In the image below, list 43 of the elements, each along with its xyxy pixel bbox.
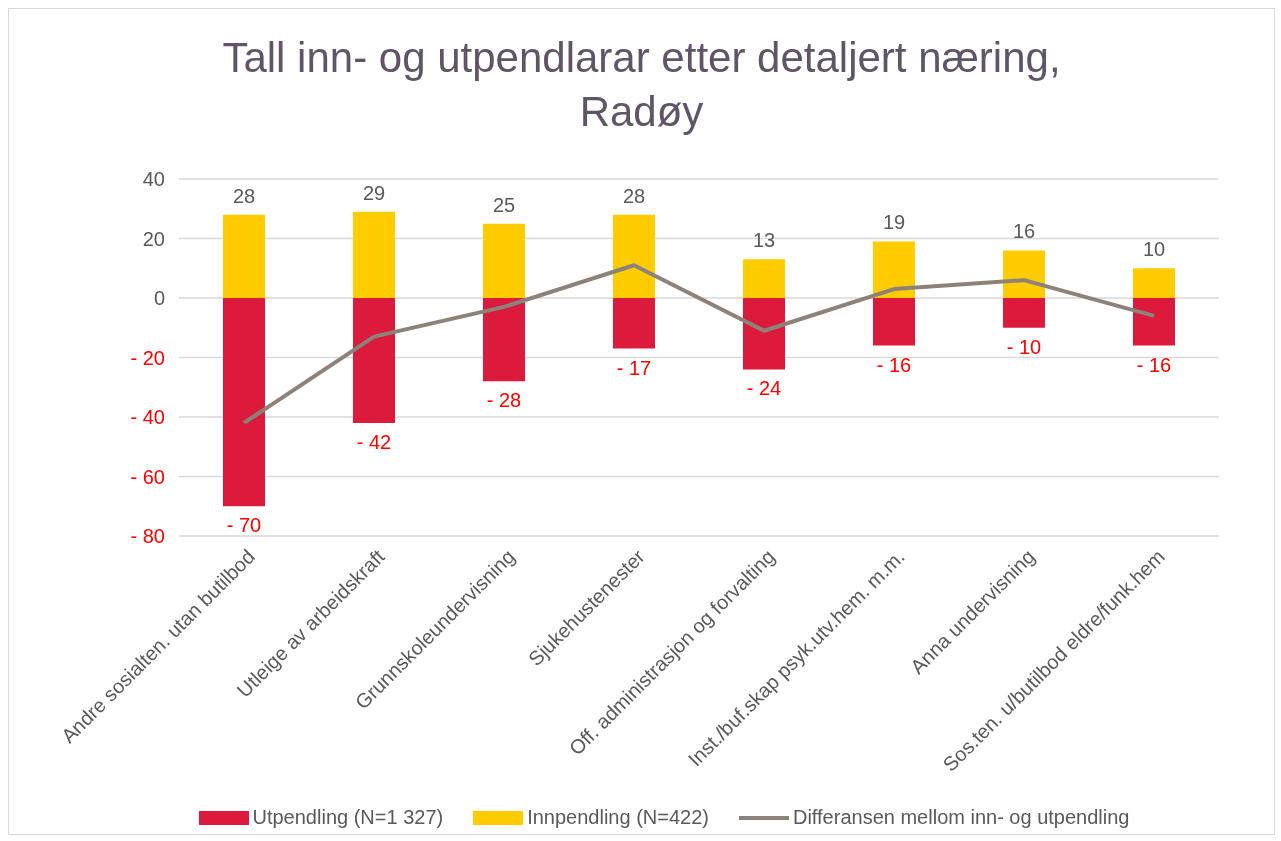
bar (1133, 298, 1175, 346)
bar (743, 259, 785, 298)
y-tick-label: 20 (142, 227, 165, 250)
data-label: - 24 (746, 377, 782, 400)
y-tick-label: - 60 (130, 465, 165, 488)
legend-label: Utpendling (N=1 327) (251, 806, 444, 829)
data-label: - 70 (226, 514, 262, 537)
data-label: - 16 (1136, 353, 1172, 376)
data-label: - 10 (1006, 335, 1042, 358)
bar (223, 298, 265, 507)
legend-label: Differansen mellom inn- og utpendling (792, 806, 1130, 829)
legend-label: Innpendling (N=422) (526, 806, 709, 829)
bar (1133, 268, 1175, 298)
data-label: 28 (622, 184, 646, 207)
bar (873, 298, 915, 346)
bar (743, 298, 785, 370)
data-label: 19 (882, 211, 906, 234)
bar (353, 211, 395, 298)
data-label: 10 (1142, 238, 1166, 261)
bar (873, 241, 915, 298)
y-tick-label: 0 (153, 287, 165, 309)
data-label: 16 (1012, 220, 1036, 243)
data-label: - 28 (486, 389, 522, 412)
bar (613, 214, 655, 298)
data-label: - 42 (356, 430, 392, 453)
y-tick-label: - 80 (130, 525, 165, 547)
data-label: - 16 (876, 353, 912, 376)
bar (483, 223, 525, 298)
bar (1003, 298, 1045, 328)
y-tick-label: - 40 (130, 406, 165, 428)
data-label: 13 (752, 229, 776, 252)
bar (613, 298, 655, 349)
data-label: 25 (492, 193, 516, 216)
data-label: 28 (232, 184, 256, 207)
bar (483, 298, 525, 382)
y-tick-label: - 20 (130, 346, 165, 369)
y-tick-label: 40 (142, 168, 165, 190)
chart-title: Tall inn- og utpendlarar etter detaljert næring, Radøy (221, 33, 1062, 137)
data-label: 29 (362, 181, 386, 204)
bar (353, 298, 395, 423)
data-label: - 17 (616, 356, 652, 379)
bar (223, 214, 265, 298)
bar (1003, 250, 1045, 298)
